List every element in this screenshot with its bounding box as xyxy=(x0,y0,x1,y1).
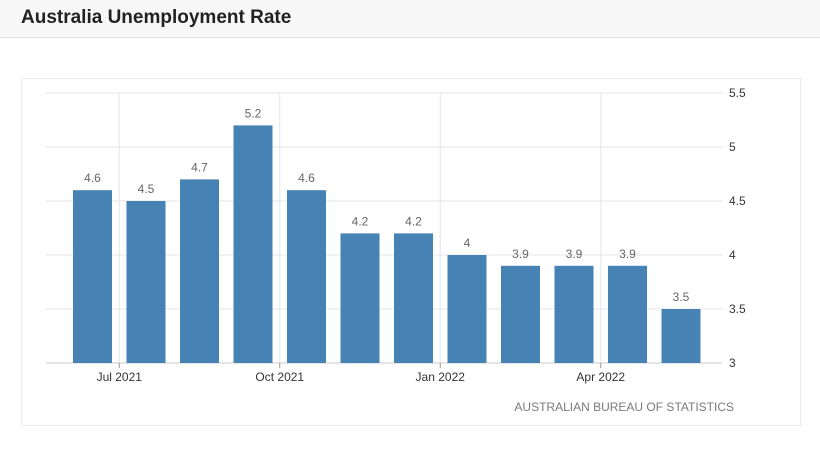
y-tick-label: 5.5 xyxy=(729,86,746,100)
bar xyxy=(447,255,487,363)
y-tick-label: 3.5 xyxy=(729,302,746,316)
bars xyxy=(73,125,701,364)
data-label: 5.2 xyxy=(245,106,262,120)
bar xyxy=(608,265,647,363)
bar xyxy=(501,265,540,363)
data-labels: 4.6 4.5 4.7 5.2 4.6 4.2 4.2 4 3.9 3.9 3.9 3.5 xyxy=(84,106,690,304)
bar xyxy=(340,233,380,363)
data-label: 4.6 xyxy=(84,171,101,185)
data-label: 4.7 xyxy=(191,160,208,174)
y-tick-label: 3 xyxy=(729,356,736,370)
bar xyxy=(126,201,166,363)
source-label: AUSTRALIAN BUREAU OF STATISTICS xyxy=(514,400,734,414)
data-label: 4 xyxy=(464,236,471,250)
data-label: 4.2 xyxy=(405,214,422,228)
bar xyxy=(180,179,219,363)
x-tick-label: Jan 2022 xyxy=(416,370,466,384)
bar xyxy=(554,265,594,363)
data-label: 4.2 xyxy=(352,214,369,228)
x-tick-label: Oct 2021 xyxy=(255,370,304,384)
bar xyxy=(233,125,273,364)
data-label: 3.9 xyxy=(566,247,583,261)
x-tick-label: Jul 2021 xyxy=(97,370,143,384)
page-title: Australia Unemployment Rate xyxy=(21,7,292,28)
bar xyxy=(287,190,326,363)
bar xyxy=(73,190,112,363)
y-tick-label: 4.5 xyxy=(729,194,746,208)
y-tick-label: 5 xyxy=(729,140,736,154)
data-label: 3.9 xyxy=(619,247,636,261)
y-axis-ticks: 3 3.5 4 4.5 5 5.5 xyxy=(729,86,746,370)
data-label: 3.9 xyxy=(512,247,529,261)
bar xyxy=(394,233,433,363)
data-label: 4.5 xyxy=(138,182,155,196)
y-tick-label: 4 xyxy=(729,248,736,262)
bar xyxy=(661,309,701,363)
x-tick-label: Apr 2022 xyxy=(576,370,625,384)
data-label: 4.6 xyxy=(298,171,315,185)
data-label: 3.5 xyxy=(673,290,690,304)
x-axis-ticks: Jul 2021 Oct 2021 Jan 2022 Apr 2022 xyxy=(97,363,625,384)
header-bar: Australia Unemployment Rate xyxy=(0,0,820,38)
